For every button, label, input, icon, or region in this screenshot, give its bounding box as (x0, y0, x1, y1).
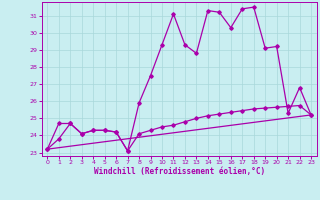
X-axis label: Windchill (Refroidissement éolien,°C): Windchill (Refroidissement éolien,°C) (94, 167, 265, 176)
